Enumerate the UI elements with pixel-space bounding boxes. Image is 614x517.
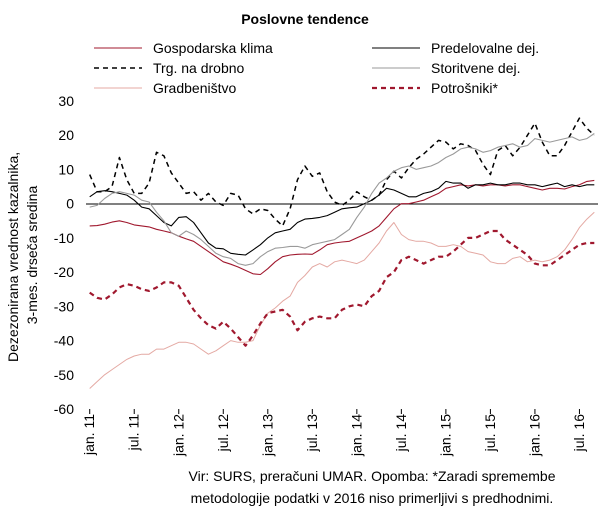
series-line (89, 180, 595, 256)
chart-legend: Gospodarska klima Trg. na drobno Gradbeniš… (94, 40, 539, 96)
x-tick-label: jul. 15 (482, 414, 498, 453)
footnote-line-2: metodologije podatki v 2016 niso primerl… (191, 490, 554, 506)
legend-label: Potrošniki* (431, 80, 498, 96)
x-tick-label: jan. 11 (81, 414, 97, 456)
x-axis: jan. 11 jul. 11 jan. 12 jul. 12 jan. 13 jul. … (81, 409, 587, 457)
y-tick-label: -20 (54, 264, 74, 280)
y-tick-label: 20 (58, 127, 74, 143)
series-line (89, 229, 595, 347)
legend-label: Gospodarska klima (153, 40, 273, 56)
y-tick-label: -30 (54, 298, 74, 314)
x-tick-label: jul. 11 (126, 414, 142, 452)
series-line (89, 211, 595, 389)
x-tick-label: jan. 15 (437, 414, 453, 457)
legend-label: Predelovalne dej. (431, 40, 539, 56)
x-tick-label: jul. 14 (393, 414, 409, 453)
footnote-line-1: Vir: SURS, preračuni UMAR. Opomba: *Zara… (189, 468, 556, 484)
y-tick-label: -60 (54, 401, 74, 417)
x-tick-label: jul. 16 (571, 414, 587, 453)
chart-title: Poslovne tendence (241, 11, 369, 27)
y-axis-title: Dezezonirana vrednost kazalnika, 3-mes. … (5, 148, 40, 362)
y-axis: 30 20 10 0 -10 -20 -30 -40 -50 -60 (54, 93, 74, 417)
y-tick-label: 0 (66, 196, 74, 212)
y-tick-label: -50 (54, 367, 74, 383)
y-tick-label: -40 (54, 333, 74, 349)
x-tick-label: jul. 13 (304, 414, 320, 453)
legend-label: Trg. na drobno (153, 60, 245, 76)
series-line (89, 133, 595, 266)
x-tick-label: jan. 16 (526, 414, 542, 457)
x-tick-label: jul. 12 (215, 414, 231, 453)
y-axis-title-line-2: 3-mes. drseča sredina (24, 186, 40, 325)
x-tick-label: jan. 12 (170, 414, 186, 457)
x-tick-label: jan. 14 (348, 414, 364, 457)
legend-label: Gradbeništvo (153, 80, 236, 96)
x-tick-label: jan. 13 (259, 414, 275, 457)
series-line (89, 117, 595, 227)
series-lines (89, 117, 595, 389)
y-axis-title-line-1: Dezezonirana vrednost kazalnika, (5, 152, 21, 362)
y-tick-label: 10 (58, 161, 74, 177)
y-tick-label: -10 (54, 230, 74, 246)
y-tick-label: 30 (58, 93, 74, 109)
legend-label: Storitvene dej. (431, 60, 521, 76)
